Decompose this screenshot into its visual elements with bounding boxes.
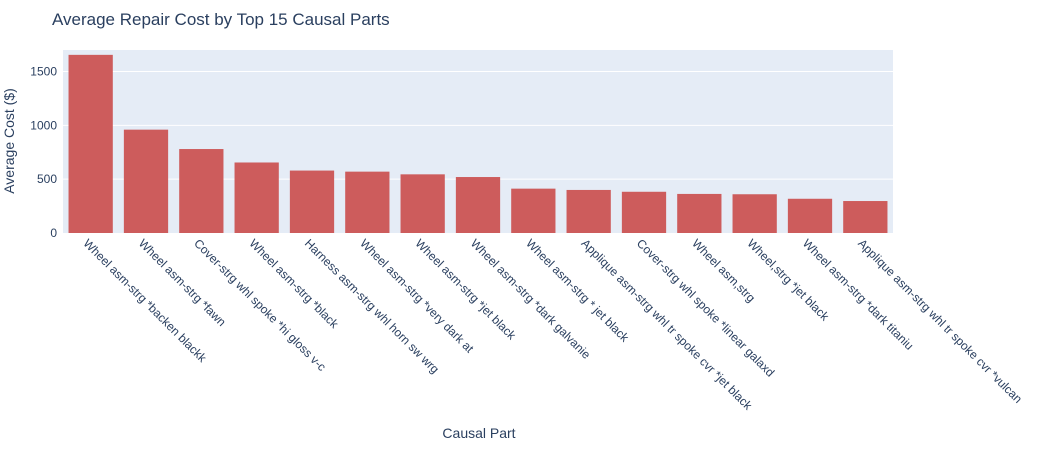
- bar: [732, 194, 777, 233]
- x-tick-label: Wheel asm-strg *jet black: [413, 236, 520, 343]
- bar: [843, 201, 888, 233]
- bar: [621, 191, 667, 233]
- y-axis-title: Average Cost ($): [1, 88, 17, 194]
- x-tick-label: Wheel asm-strg *black: [247, 236, 342, 331]
- y-tick-label: 500: [37, 172, 57, 186]
- bar: [179, 149, 224, 233]
- x-axis-title: Causal Part: [442, 425, 515, 441]
- bar: [234, 162, 279, 233]
- bar: [289, 170, 335, 233]
- bar: [455, 177, 501, 233]
- y-axis-ticks: 0 500 1000 1500: [30, 65, 57, 240]
- y-tick-label: 1000: [30, 118, 57, 132]
- x-tick-label: Wheel asm-strg * jet black: [523, 236, 632, 345]
- x-tick-label: Wheel asm-strg *backen blackk: [81, 236, 210, 365]
- bar: [123, 129, 169, 233]
- x-tick-label: Wheel asm-strg *very dark at: [357, 236, 477, 356]
- bar: [345, 171, 390, 233]
- y-tick-label: 0: [50, 226, 57, 240]
- chart-title: Average Repair Cost by Top 15 Causal Par…: [52, 10, 390, 29]
- bar: [787, 198, 833, 233]
- x-tick-label: Wheel asm-strg *dark galvanie: [468, 236, 594, 362]
- bar: [400, 174, 445, 233]
- bar: [511, 188, 556, 233]
- x-axis-ticks: Wheel asm-strg *backen blackk Wheel asm-s…: [81, 236, 1025, 413]
- x-tick-label: Wheel asm-strg *dark titaniu: [800, 236, 916, 352]
- bar: [68, 54, 113, 233]
- bar: [566, 189, 611, 233]
- y-tick-label: 1500: [30, 65, 57, 79]
- bars: [68, 54, 888, 233]
- bar: [677, 193, 722, 233]
